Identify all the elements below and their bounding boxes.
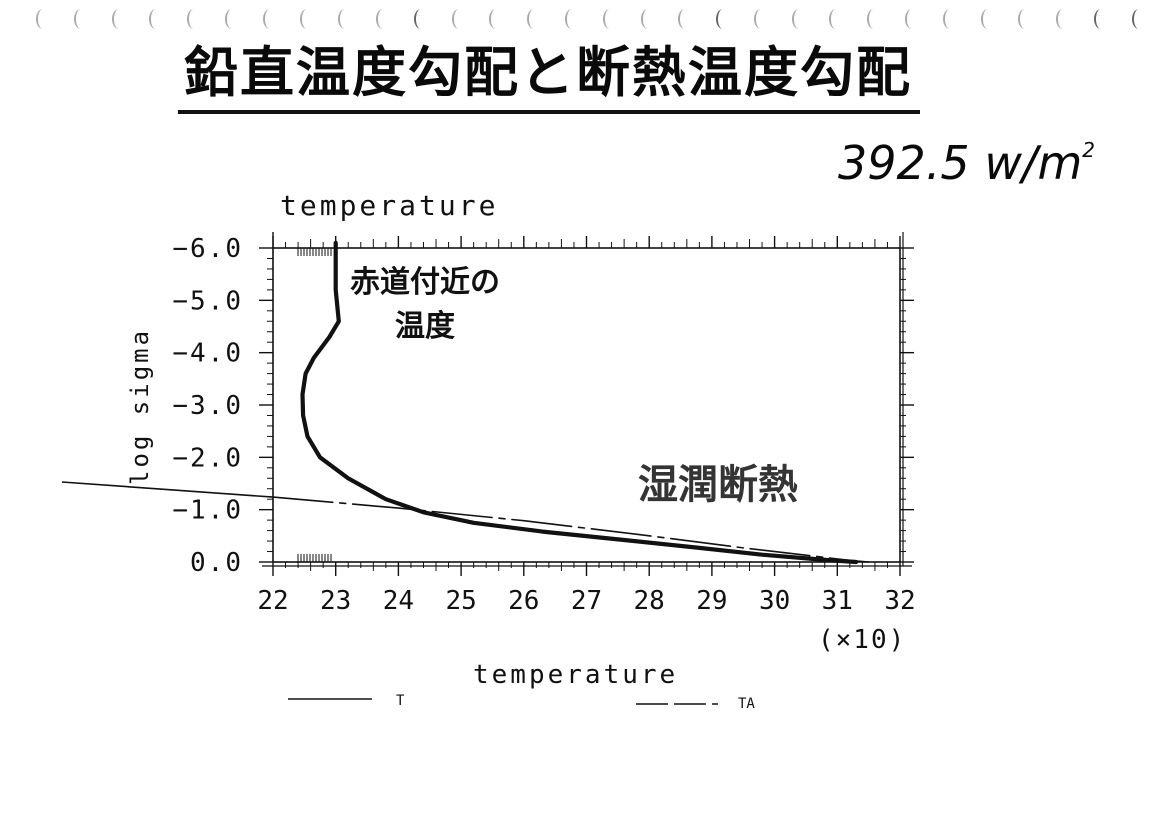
binder-hole	[904, 9, 919, 29]
page-title: 鉛直温度勾配と断熱温度勾配	[184, 41, 912, 104]
binder-hole	[376, 9, 390, 29]
binder-hole	[111, 9, 126, 29]
series-layer	[61, 240, 870, 565]
series-ta-line	[272, 496, 870, 563]
binder-hole	[187, 9, 201, 29]
binder-hole	[1093, 9, 1108, 29]
y-tick-label: −4.0	[172, 339, 243, 369]
legend-label-ta: TA	[738, 696, 755, 712]
legend-label-t: T	[396, 693, 405, 709]
x-tick-label: 32	[884, 586, 915, 616]
binder-hole	[527, 9, 541, 29]
binder-hole	[564, 9, 579, 29]
binder-hole	[640, 9, 655, 29]
binder-hole	[73, 9, 88, 29]
binder-hole	[451, 9, 466, 29]
y-tick-label: −1.0	[172, 496, 243, 526]
x-tick-label: 25	[445, 586, 476, 616]
x-tick-label: 26	[508, 586, 539, 616]
y-tick-label: −5.0	[172, 286, 243, 316]
binder-hole	[224, 9, 239, 29]
axis-ticks: 22 23 24 25 26 27 28 29 30 31 32 −6.0 −5.0 −4.0 −3.0 −2…	[172, 234, 915, 616]
x-tick-label: 30	[759, 586, 790, 616]
binder-hole	[829, 9, 843, 29]
binder-hole	[338, 9, 352, 29]
flux-value: 392.5	[838, 136, 970, 190]
series-t-line	[300, 240, 859, 565]
y-tick-label: −2.0	[172, 443, 243, 473]
flux-unit-exponent: 2	[1082, 138, 1095, 162]
binder-hole	[489, 9, 503, 29]
curve-note-line2: 温度	[395, 309, 455, 344]
binder-hole	[942, 9, 957, 29]
x-tick-label: 28	[634, 586, 665, 616]
title-underline	[178, 110, 920, 114]
curve-note-line1: 赤道付近の	[350, 265, 500, 300]
binder-hole	[413, 9, 428, 29]
binder-hole	[602, 9, 617, 29]
adiabat-note: 湿潤断熱	[638, 462, 798, 508]
x-tick-label: 23	[320, 586, 351, 616]
binder-hole	[300, 9, 314, 29]
flux-note: 392.5 w/m2	[838, 120, 1095, 193]
flux-unit: w/m	[984, 136, 1083, 190]
y-tick-label: 0.0	[190, 548, 243, 578]
binder-hole	[716, 9, 730, 29]
y-tick-label: −3.0	[172, 391, 243, 421]
binder-hole	[753, 9, 768, 29]
x-tick-label: 31	[822, 586, 853, 616]
binder-hole	[262, 9, 277, 29]
binder-hole	[678, 9, 692, 29]
binder-hole	[1018, 9, 1032, 29]
binder-hole	[36, 9, 50, 29]
chart-title: temperature	[280, 189, 498, 222]
x-scale-note: (×10)	[818, 625, 906, 655]
x-tick-label: 24	[383, 586, 414, 616]
binder-hole	[1131, 9, 1146, 29]
binder-hole	[1056, 9, 1070, 29]
x-axis-label: temperature	[473, 660, 678, 690]
binder-hole	[149, 9, 163, 29]
y-tick-label: −6.0	[172, 234, 243, 264]
binder-holes	[36, 6, 1146, 32]
legend: T TA	[288, 693, 755, 712]
x-tick-label: 22	[257, 586, 288, 616]
x-tick-label: 27	[571, 586, 602, 616]
binder-hole	[867, 9, 881, 29]
binder-hole	[791, 9, 806, 29]
series-ta-extension	[61, 481, 274, 498]
binder-hole	[980, 9, 995, 29]
x-tick-label: 29	[696, 586, 727, 616]
y-axis-label: log sigma	[126, 328, 154, 485]
